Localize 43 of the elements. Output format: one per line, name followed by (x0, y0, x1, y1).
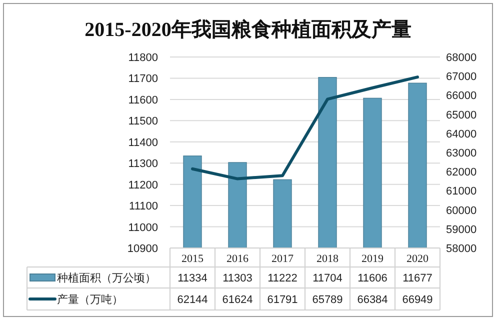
y-tick-label: 10900 (127, 243, 158, 255)
y2-tick-label: 59000 (446, 224, 477, 236)
data-label: 11334 (178, 272, 208, 284)
line-series (191, 76, 419, 180)
y-tick-label: 11200 (128, 179, 158, 192)
data-label: 11222 (268, 272, 298, 284)
x-tick-label: 2018 (316, 253, 339, 265)
data-label: 62144 (177, 294, 208, 306)
chart-title: 2015-2020年我国粮食种植面积及产量 (84, 18, 412, 41)
x-tick-label: 2016 (226, 253, 249, 265)
y2-tick-label: 61000 (446, 186, 477, 198)
x-tick-label: 2020 (406, 253, 429, 265)
legend-label: 产量（万吨） (57, 293, 123, 306)
y2-tick-label: 62000 (446, 166, 477, 179)
x-tick-label: 2015 (182, 253, 204, 265)
y-tick-label: 11600 (128, 94, 158, 106)
y-tick-label: 11300 (128, 158, 158, 170)
y2-tick-label: 64000 (446, 128, 477, 140)
data-label: 11606 (358, 272, 388, 284)
y2-tick-label: 58000 (446, 243, 477, 255)
y-tick-label: 11000 (128, 222, 158, 234)
data-label: 61624 (222, 294, 253, 306)
data-label: 11704 (312, 272, 342, 284)
data-label: 65789 (312, 294, 343, 306)
data-label: 66384 (357, 294, 388, 306)
y-tick-label: 11500 (128, 116, 158, 128)
y2-tick-label: 63000 (446, 148, 477, 160)
data-label: 66949 (402, 294, 433, 306)
x-tick-label: 2017 (272, 253, 294, 265)
y2-tick-label: 66000 (446, 90, 477, 102)
data-label: 11677 (402, 272, 432, 284)
legend-label: 种植面积（万公顷） (57, 272, 156, 284)
y2-tick-label: 68000 (446, 52, 477, 64)
y2-tick-label: 60000 (446, 204, 477, 217)
y-tick-label: 11100 (129, 200, 158, 213)
y-tick-label: 11700 (128, 73, 158, 86)
x-tick-label: 2019 (362, 253, 384, 265)
y-tick-label: 11800 (128, 52, 158, 64)
y2-tick-label: 65000 (446, 109, 477, 122)
y2-tick-label: 67000 (446, 71, 477, 84)
y-tick-label: 11400 (128, 136, 158, 149)
data-label: 61791 (267, 294, 298, 306)
data-label: 11303 (222, 272, 252, 284)
